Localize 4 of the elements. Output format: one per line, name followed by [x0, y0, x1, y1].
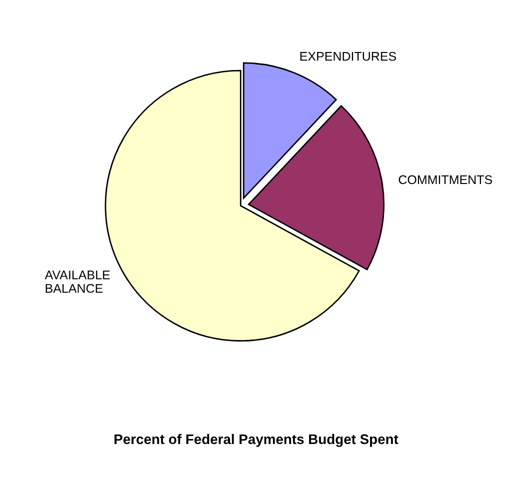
slice-label: EXPENDITURES	[300, 52, 396, 61]
slice-label: COMMITMENTS	[398, 175, 492, 184]
text: Percent of Federal Payments Budget Spent	[114, 434, 398, 447]
slice-label: AVAILABLE BALANCE	[44, 270, 110, 293]
